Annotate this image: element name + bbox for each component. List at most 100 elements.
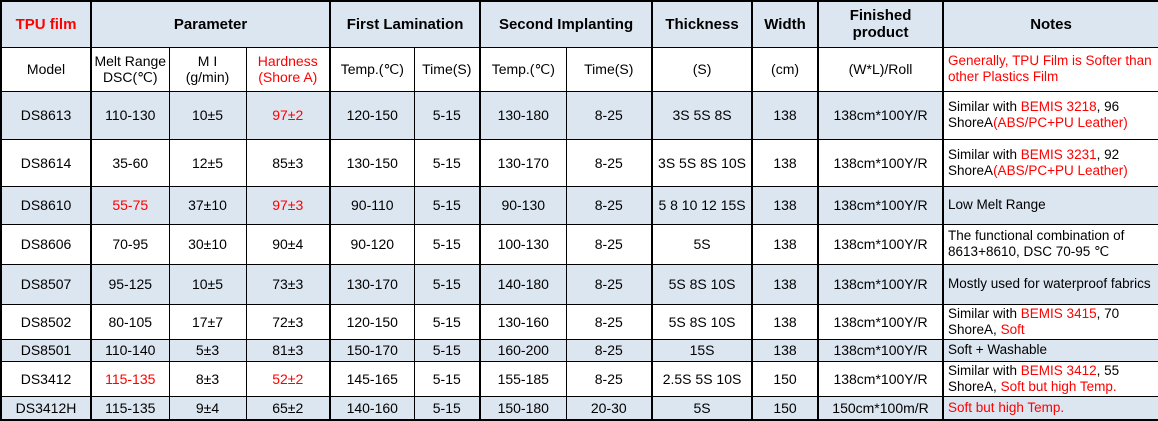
thickness-cell: 3S 5S 8S 10S [651,138,753,187]
notes-cell: Low Melt Range [942,185,1158,225]
hardness-cell: 97±2 [245,90,331,140]
table-row: DS8606 70-95 30±10 90±4 90-120 5-15 100-130 8-2… [0,223,1158,265]
model-cell: DS8502 [0,303,92,340]
parameter-group-header: Parameter [89,0,331,48]
group-header-row: TPU film Parameter First Lamination Seco… [0,0,1158,48]
model-cell: DS8507 [0,263,92,305]
thickness-cell: 3S 5S 8S [651,90,753,140]
finished-product-cell: 138cm*100Y/R [817,138,944,187]
mi-cell: 17±7 [168,303,247,340]
finished-product-cell: 138cm*100Y/R [817,185,944,225]
melt-range-cell: 80-105 [90,303,170,340]
note-segment: (ABS/PC+PU Leather) [993,162,1128,178]
table-row: DS8610 55-75 37±10 97±3 90-110 5-15 90-130 8-25… [0,185,1158,225]
implanting-temp-cell: 130-180 [479,90,567,140]
lamination-time-column-header: Time(S) [413,46,481,92]
lamination-temp-cell: 90-120 [329,223,415,265]
note-segment: BEMIS 3231 [1020,146,1097,162]
lamination-time-cell: 5-15 [413,223,481,265]
hardness-cell: 85±3 [245,138,331,187]
finished-product-unit-header: (W*L)/Roll [817,46,944,92]
implanting-time-cell: 8-25 [565,338,653,362]
lamination-time-cell: 5-15 [413,395,481,421]
implanting-time-cell: 8-25 [565,303,653,340]
thickness-unit-header: (S) [651,46,753,92]
note-segment: BEMIS 3218 [1020,99,1097,114]
mi-cell: 30±10 [168,223,247,265]
note-segment: Similar with [948,99,1021,114]
note-segment: , 70 ShoreA, [948,305,1120,337]
lamination-time-cell: 5-15 [413,138,481,187]
implanting-time-column-header: Time(S) [565,46,653,92]
finished-product-cell: 138cm*100Y/R [817,263,944,305]
note-segment: Soft but high Temp. [948,399,1065,415]
lamination-time-cell: 5-15 [413,263,481,305]
finished-product-cell: 138cm*100Y/R [817,303,944,340]
width-cell: 138 [751,138,819,187]
notes-cell: Mostly used for waterproof fabrics [942,263,1158,305]
lamination-time-cell: 5-15 [413,360,481,397]
thickness-cell: 5 8 10 12 15S [651,185,753,225]
width-cell: 138 [751,90,819,140]
implanting-temp-column-header: Temp.(℃) [479,46,567,92]
finished-product-cell: 138cm*100Y/R [817,360,944,397]
implanting-time-cell: 8-25 [565,90,653,140]
implanting-time-cell: 8-25 [565,360,653,397]
finished-product-group-header: Finished product [817,0,944,48]
table-row: DS8507 95-125 10±5 73±3 130-170 5-15 140-180 8-… [0,263,1158,305]
implanting-temp-cell: 155-185 [479,360,567,397]
melt-range-cell: 110-140 [90,338,170,362]
hardness-cell: 90±4 [245,223,331,265]
table-row: DS8614 35-60 12±5 85±3 130-150 5-15 130-170 8-2… [0,138,1158,187]
note-segment: Similar with [948,362,1021,378]
note-segment: Low Melt Range [948,197,1046,212]
width-cell: 150 [751,395,819,421]
model-cell: DS8501 [0,338,92,362]
model-column-header: Model [0,46,92,92]
melt-range-column-header: Melt Range DSC(℃) [90,46,170,92]
lamination-time-cell: 5-15 [413,90,481,140]
note-segment: The functional combination of 8613+8610,… [948,228,1125,259]
thickness-cell: 5S 8S 10S [651,263,753,305]
implanting-temp-cell: 160-200 [479,338,567,362]
table-row: DS3412H 115-135 9±4 65±2 140-160 5-15 150-180 2… [0,395,1158,421]
mi-cell: 9±4 [168,395,247,421]
lamination-temp-cell: 120-150 [329,303,415,340]
hardness-cell: 73±3 [245,263,331,305]
melt-range-cell: 35-60 [90,138,170,187]
finished-product-cell: 150cm*100m/R [817,395,944,421]
notes-cell: Similar with BEMIS 3218, 96 ShoreA(ABS/P… [942,90,1158,140]
note-segment: , 55 ShoreA, [948,362,1120,394]
lamination-temp-cell: 140-160 [329,395,415,421]
notes-cell: Similar with BEMIS 3415, 70 ShoreA, Soft [942,303,1158,340]
model-cell: DS3412 [0,360,92,397]
mi-cell: 5±3 [168,338,247,362]
thickness-cell: 2.5S 5S 10S [651,360,753,397]
melt-range-cell: 115-135 [90,395,170,421]
general-note: Generally, TPU Film is Softer than other… [942,46,1158,92]
notes-group-header: Notes [942,0,1158,48]
notes-cell: The functional combination of 8613+8610,… [942,223,1158,265]
first-lamination-group-header: First Lamination [329,0,481,48]
notes-cell: Similar with BEMIS 3231, 92 ShoreA(ABS/P… [942,138,1158,187]
note-segment: BEMIS 3415 [1020,305,1097,321]
model-cell: DS8613 [0,90,92,140]
finished-product-cell: 138cm*100Y/R [817,338,944,362]
width-cell: 138 [751,223,819,265]
thickness-group-header: Thickness [651,0,753,48]
hardness-cell: 72±3 [245,303,331,340]
lamination-time-cell: 5-15 [413,303,481,340]
melt-range-cell: 115-135 [90,360,170,397]
mi-column-header: M I (g/min) [168,46,247,92]
mi-cell: 8±3 [168,360,247,397]
melt-range-cell: 55-75 [90,185,170,225]
hardness-cell: 81±3 [245,338,331,362]
lamination-time-cell: 5-15 [413,338,481,362]
lamination-temp-cell: 145-165 [329,360,415,397]
hardness-column-header: Hardness (Shore A) [245,46,331,92]
width-cell: 138 [751,263,819,305]
melt-range-cell: 95-125 [90,263,170,305]
melt-range-cell: 70-95 [90,223,170,265]
thickness-cell: 15S [651,338,753,362]
